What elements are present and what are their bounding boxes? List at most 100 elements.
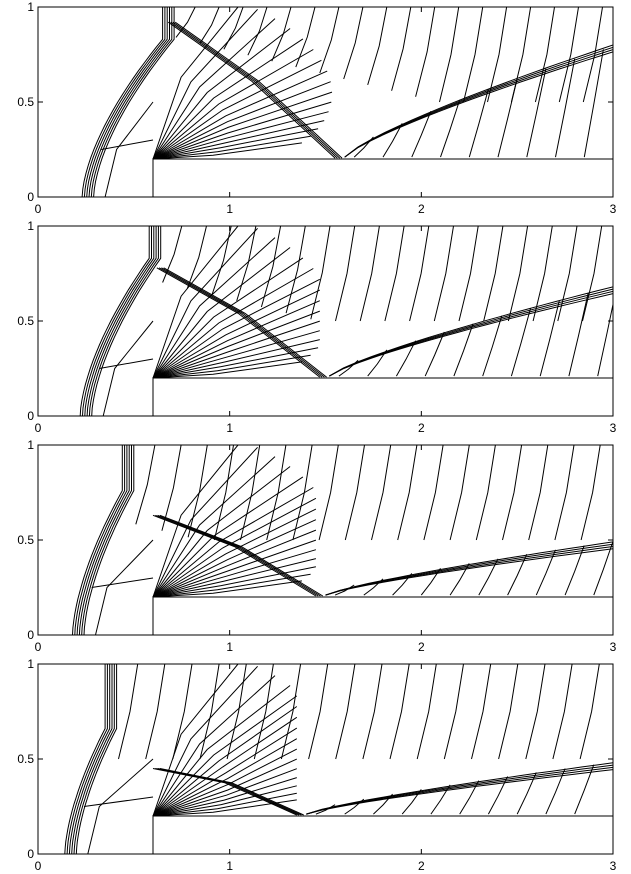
bow-shock-line xyxy=(68,664,111,854)
flow-contour-line xyxy=(528,445,549,541)
step-obstacle xyxy=(152,815,613,854)
expansion-fan-line xyxy=(152,330,320,379)
expansion-fan-line xyxy=(152,558,317,598)
x-tick-label: 2 xyxy=(418,859,425,873)
expansion-fan-line xyxy=(152,792,297,817)
expansion-fan-line xyxy=(152,519,317,598)
expansion-fan-line xyxy=(152,28,291,160)
flow-contour-line xyxy=(187,445,208,538)
bow-shock-line xyxy=(83,445,135,635)
flow-contour-line xyxy=(415,7,436,97)
second-shock-line xyxy=(344,49,613,158)
expansion-fan-line xyxy=(152,573,311,598)
reflected-shock-line xyxy=(158,267,323,378)
expansion-fan-line xyxy=(152,354,311,379)
flow-contour-line xyxy=(236,226,257,302)
second-shock-line xyxy=(325,546,613,596)
contour-panel-4: 0 1 2 3 0 0.5 1 xyxy=(17,657,616,873)
flow-contour-line xyxy=(253,664,274,760)
bow-shock-line xyxy=(71,664,113,854)
y-tick-label: 0.5 xyxy=(17,533,34,547)
expansion-fan-line xyxy=(152,320,320,379)
flow-contour-line xyxy=(280,664,302,760)
expansion-fan-line xyxy=(152,529,317,598)
wake-contour-line xyxy=(424,331,445,377)
contour-lines xyxy=(79,226,613,416)
expansion-fan-line xyxy=(152,361,302,379)
y-tick-label: 0 xyxy=(27,628,34,642)
wake-contour-line xyxy=(459,780,480,815)
wake-contour-line xyxy=(411,111,432,158)
reflected-shock-line xyxy=(170,21,338,159)
wake-contour-line xyxy=(516,772,537,815)
bow-shock-line xyxy=(81,445,132,635)
flow-contour-line xyxy=(458,226,479,322)
wake-contour-line xyxy=(334,584,355,596)
inner-contour-line xyxy=(95,539,154,635)
flow-contour-line xyxy=(199,664,220,760)
wake-contour-line xyxy=(574,764,595,815)
wake-contour-line xyxy=(555,58,576,158)
flow-contour-line xyxy=(118,664,139,760)
flow-contour-line xyxy=(362,664,383,760)
flow-contour-line xyxy=(308,664,329,760)
x-tick-label: 2 xyxy=(418,202,425,216)
bow-shock-line xyxy=(81,7,164,197)
wake-contour-line xyxy=(344,798,365,815)
wake-contour-line xyxy=(315,804,336,815)
expansion-fan-line xyxy=(152,706,298,817)
step-obstacle xyxy=(152,377,613,416)
bow-shock-line xyxy=(86,7,168,197)
expansion-fan-line xyxy=(152,580,302,598)
expansion-fan-line xyxy=(152,476,304,598)
y-tick-label: 0.5 xyxy=(17,95,34,109)
expansion-fan-line xyxy=(152,227,258,379)
flow-contour-line xyxy=(552,664,573,760)
second-shock-line xyxy=(329,288,613,377)
second-shock-line xyxy=(325,548,613,596)
x-tick-label: 3 xyxy=(610,640,617,654)
flow-contour-line xyxy=(319,7,340,74)
flow-contour-line xyxy=(463,7,484,103)
expansion-fan-line xyxy=(152,466,291,598)
flow-contour-line xyxy=(487,7,508,103)
wake-contour-line xyxy=(539,300,560,377)
bow-shock-line xyxy=(73,664,115,854)
x-tick-label: 0 xyxy=(35,202,42,216)
expansion-fan-line xyxy=(152,128,319,160)
flow-contour-line xyxy=(310,226,331,320)
expansion-fan-line xyxy=(152,665,258,817)
bow-shock-line xyxy=(78,445,130,635)
second-shock-line xyxy=(325,543,613,596)
flow-contour-line xyxy=(344,445,365,541)
second-shock-line xyxy=(325,541,613,596)
wake-contour-line xyxy=(395,340,417,377)
flow-contour-line xyxy=(579,664,600,760)
y-tick-label: 0 xyxy=(27,847,34,861)
expansion-fan-line xyxy=(152,768,297,817)
expansion-fan-line xyxy=(152,226,239,379)
bow-shock-line xyxy=(82,226,152,416)
flow-contour-line xyxy=(175,7,196,38)
flow-contour-line xyxy=(271,7,292,62)
contour-lines xyxy=(81,7,613,197)
contour-panel-3: 0 1 2 3 0 0.5 1 xyxy=(17,438,616,654)
inner-contour-line xyxy=(104,101,154,197)
flow-contour-line xyxy=(507,226,529,322)
flow-contour-line xyxy=(318,445,339,541)
wake-contour-line xyxy=(338,359,359,377)
wake-contour-line xyxy=(597,302,613,377)
bow-shock-line xyxy=(88,7,170,197)
second-shock-line xyxy=(344,44,613,158)
x-tick-label: 1 xyxy=(226,202,233,216)
wake-contour-line xyxy=(420,568,441,596)
wake-contour-line xyxy=(487,776,509,815)
second-shock-line xyxy=(329,286,613,377)
flow-contour-line xyxy=(367,7,388,86)
bow-shock-line xyxy=(79,226,150,416)
step-obstacle xyxy=(152,596,613,635)
inner-contour-line xyxy=(91,577,154,588)
step-obstacle xyxy=(152,158,613,197)
y-tick-label: 1 xyxy=(27,0,34,14)
expansion-fan-line xyxy=(152,539,317,598)
